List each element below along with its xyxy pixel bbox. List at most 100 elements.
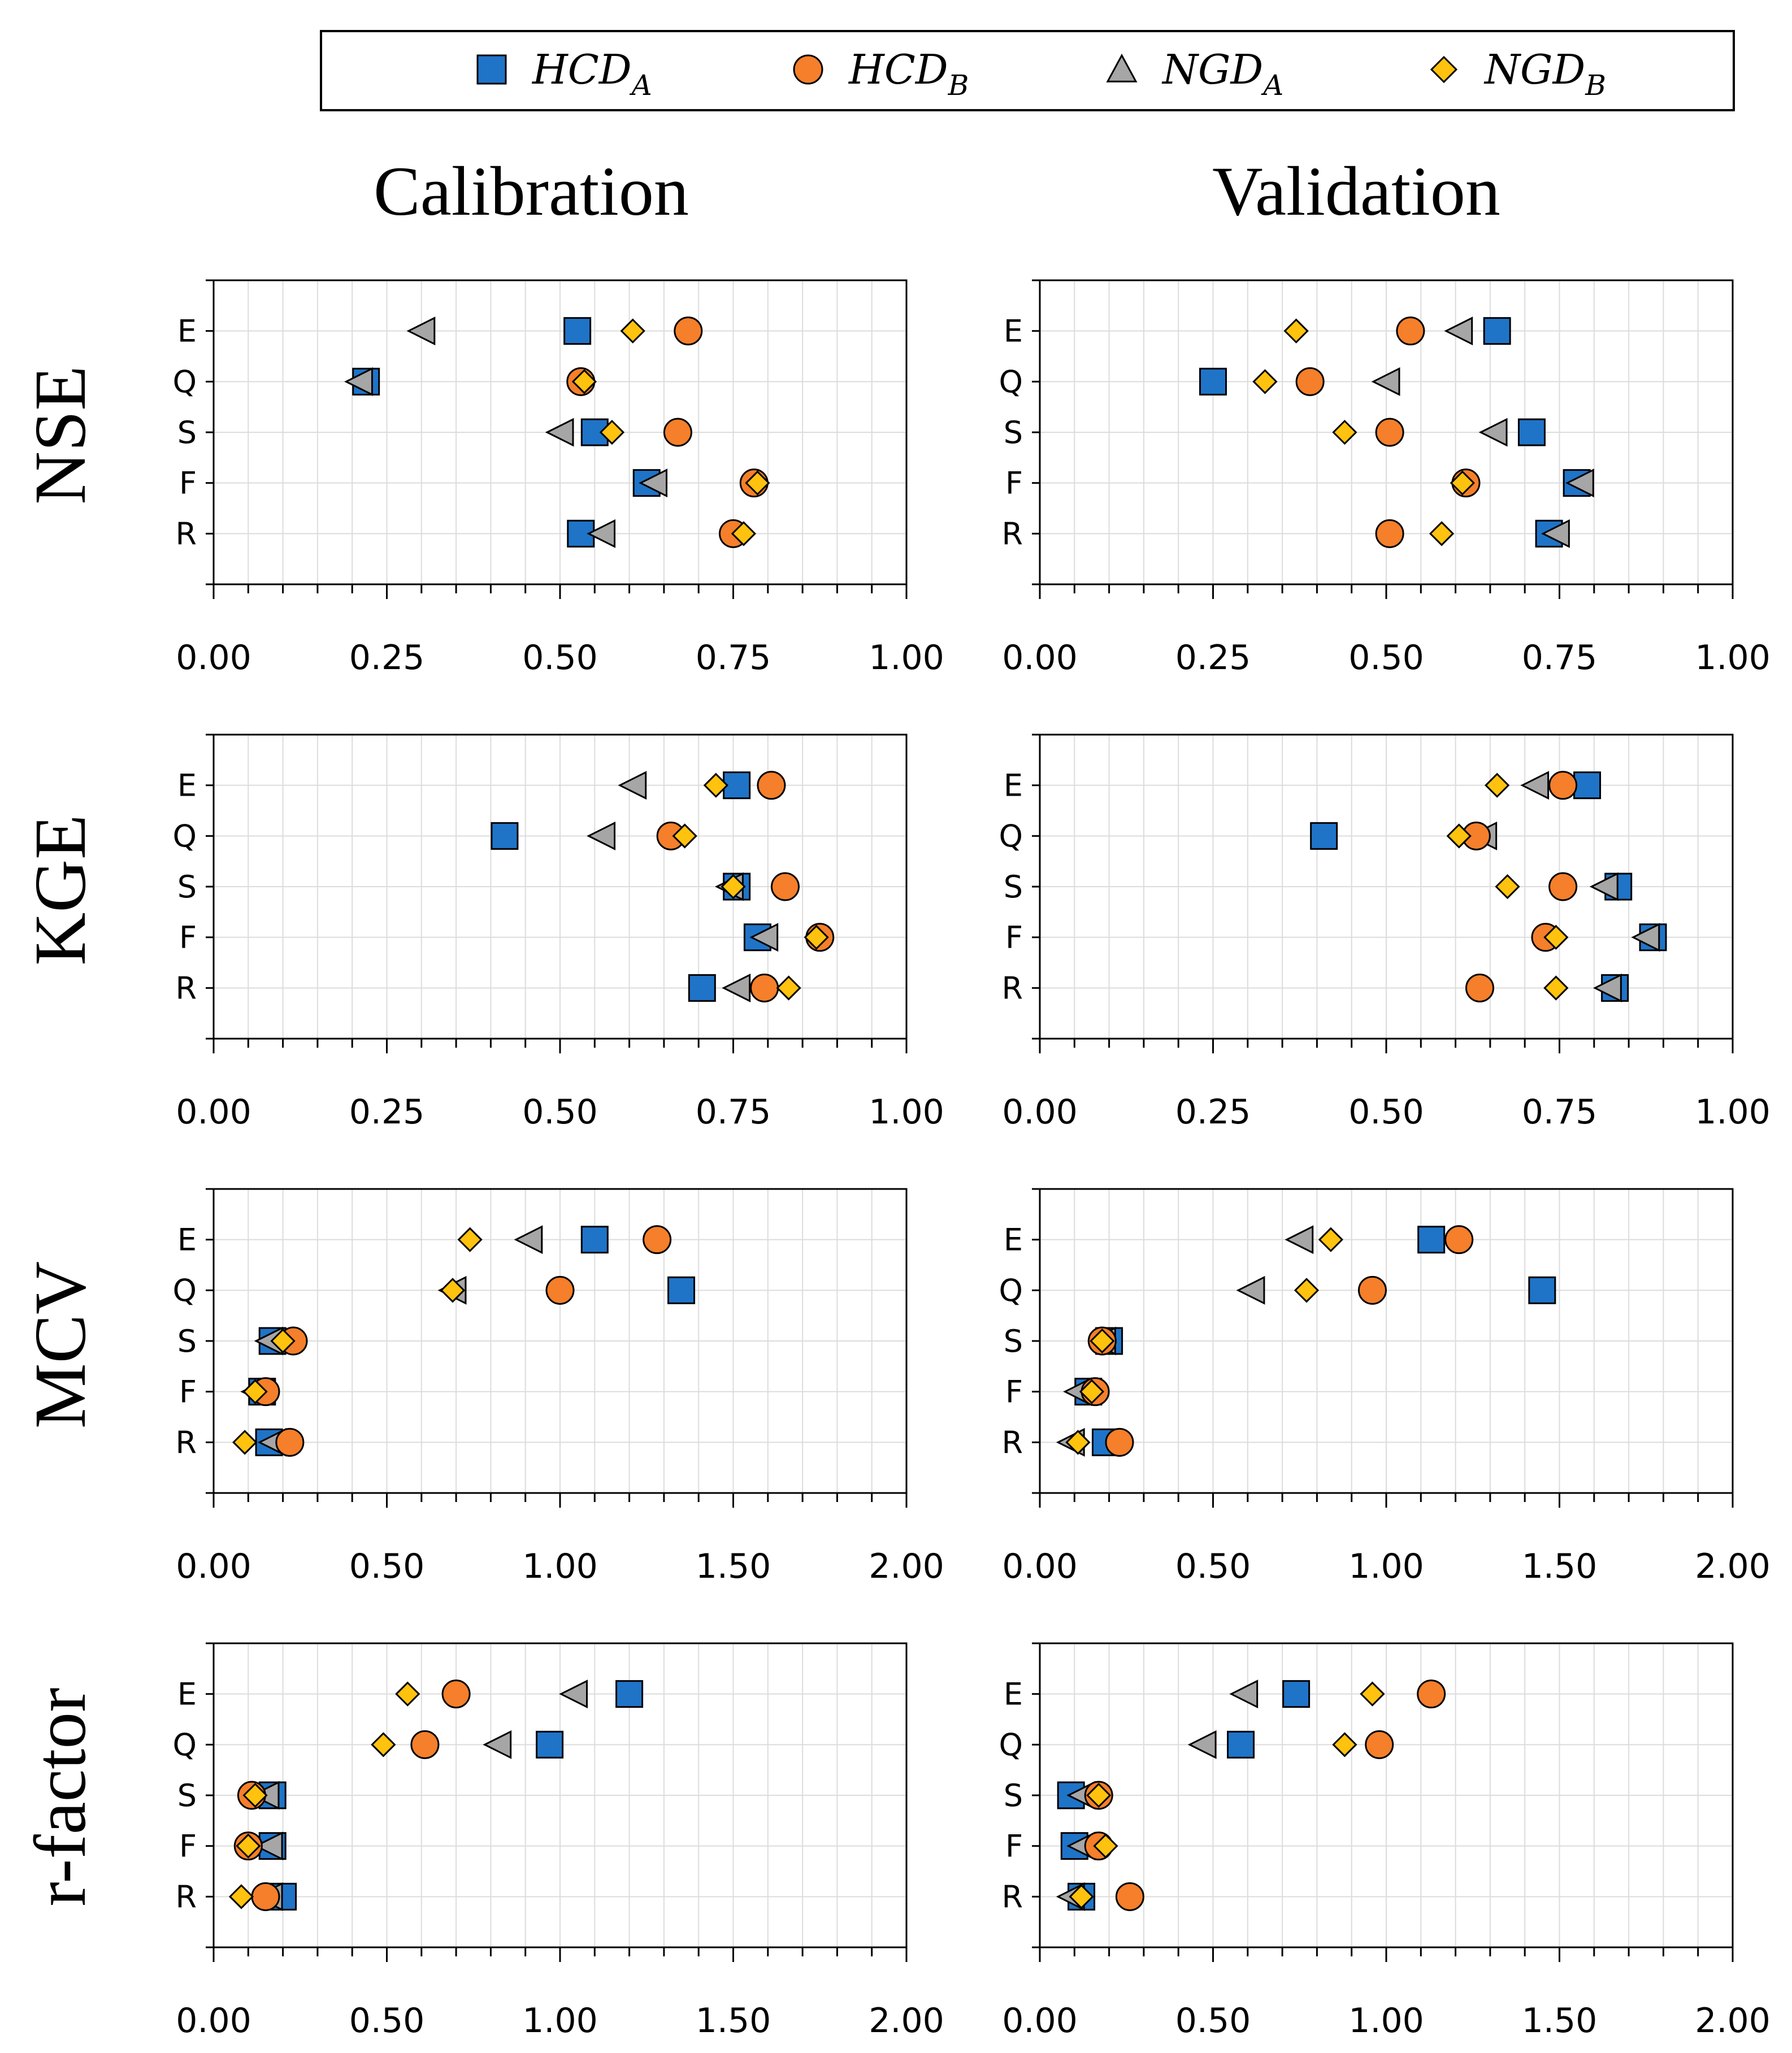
point-hcd-b-s: [1375, 418, 1404, 447]
y-tick-label-s: S: [177, 1323, 197, 1359]
y-tick-label-q: Q: [999, 1273, 1023, 1308]
point-ngd-b-e: [703, 772, 728, 798]
point-ngd-b-s: [270, 1328, 296, 1354]
x-tick-label: 0.00: [176, 2001, 251, 2041]
point-ngd-b-e: [457, 1227, 483, 1252]
point-hcd-b-q: [410, 1730, 440, 1759]
x-tick-label: 0.75: [696, 1092, 771, 1132]
x-tick-label: 2.00: [869, 1547, 944, 1586]
x-tick-label: 0.00: [1002, 638, 1078, 678]
point-hcd-b-r: [1465, 973, 1495, 1002]
y-tick-label-r: R: [1001, 516, 1023, 552]
y-tick-label-f: F: [1005, 1374, 1023, 1410]
point-hcd-b-e: [1417, 1679, 1446, 1709]
point-ngd-a-e: [618, 771, 647, 800]
point-ngd-b-r: [1065, 1430, 1091, 1455]
point-ngd-a-f: [254, 1831, 283, 1861]
x-tick-label: 0.00: [1002, 1547, 1078, 1586]
y-tick-label-e: E: [1004, 1677, 1023, 1712]
point-hcd-b-s: [770, 872, 800, 901]
y-tick-label-q: Q: [172, 364, 197, 400]
point-hcd-b-e: [757, 771, 786, 800]
y-tick-label-s: S: [177, 1778, 197, 1813]
point-ngd-a-q: [1371, 367, 1400, 396]
y-tick-label-f: F: [179, 1374, 197, 1410]
y-tick-label-f: F: [179, 466, 197, 501]
y-tick-label-s: S: [177, 869, 197, 905]
point-ngd-b-r: [731, 521, 757, 546]
point-hcd-a-q: [536, 1730, 564, 1759]
point-ngd-b-r: [232, 1430, 258, 1455]
point-hcd-b-s: [663, 418, 692, 447]
point-ngd-b-s: [1495, 874, 1520, 900]
legend-label-hcd-a: HCDA: [531, 46, 652, 102]
point-hcd-a-e: [1573, 771, 1602, 800]
point-ngd-b-f: [1093, 1833, 1118, 1859]
x-tick-label: 0.50: [1348, 638, 1424, 678]
point-ngd-b-f: [242, 1379, 268, 1404]
legend-marker-ngd-a: [1106, 53, 1138, 83]
point-ngd-b-q: [1332, 1732, 1357, 1757]
legend-label-ngd-b: NGDB: [1483, 46, 1606, 102]
x-tick-label: 0.50: [1348, 1092, 1424, 1132]
x-tick-label: 1.50: [1522, 2001, 1598, 2041]
point-ngd-b-e: [395, 1681, 420, 1707]
column-title-calibration: Calibration: [374, 153, 689, 230]
y-tick-label-s: S: [1004, 1778, 1023, 1813]
point-ngd-b-q: [440, 1278, 466, 1303]
point-hcd-b-q: [1365, 1730, 1394, 1759]
point-ngd-b-r: [1069, 1884, 1094, 1909]
legend-marker-ngd-b: [1430, 55, 1458, 84]
y-tick-label-f: F: [1005, 466, 1023, 501]
point-hcd-b-e: [1548, 771, 1578, 800]
legend-marker-hcd-b: [793, 54, 823, 85]
point-hcd-a-q: [1227, 1730, 1255, 1759]
point-ngd-b-s: [242, 1782, 268, 1808]
point-ngd-a-e: [1520, 771, 1550, 800]
y-tick-label-f: F: [1005, 920, 1023, 956]
point-hcd-b-q: [545, 1275, 575, 1305]
point-ngd-a-s: [1589, 872, 1619, 901]
point-ngd-b-q: [672, 823, 697, 849]
legend-label-hcd-b: HCDB: [848, 46, 969, 102]
point-ngd-a-f: [749, 923, 779, 952]
x-tick-label: 0.50: [522, 638, 598, 678]
point-hcd-a-e: [1282, 1680, 1311, 1708]
point-ngd-b-e: [1360, 1681, 1385, 1707]
x-tick-label: 1.00: [1348, 1547, 1424, 1586]
x-tick-label: 1.00: [1695, 1092, 1771, 1132]
point-ngd-b-r: [1543, 975, 1569, 1001]
point-hcd-b-s: [1548, 872, 1578, 901]
point-hcd-b-q: [1357, 1275, 1387, 1305]
point-hcd-b-q: [1295, 367, 1325, 396]
point-ngd-a-r: [587, 519, 616, 548]
x-tick-label: 0.50: [1175, 2001, 1251, 2041]
row-title-nse: NSE: [20, 366, 101, 505]
point-hcd-b-r: [275, 1427, 305, 1457]
point-ngd-b-e: [1283, 318, 1309, 344]
point-ngd-b-e: [620, 318, 645, 344]
point-hcd-a-e: [563, 317, 592, 345]
point-ngd-a-s: [1478, 418, 1508, 447]
y-tick-label-e: E: [1004, 1222, 1023, 1258]
point-ngd-b-s: [1086, 1782, 1112, 1808]
y-tick-label-r: R: [175, 1879, 197, 1915]
point-ngd-b-q: [1294, 1278, 1320, 1303]
y-tick-label-s: S: [1004, 869, 1023, 905]
point-ngd-a-f: [1565, 468, 1594, 498]
y-tick-label-e: E: [177, 314, 197, 349]
point-ngd-a-f: [1631, 923, 1660, 952]
point-hcd-a-e: [1417, 1226, 1446, 1254]
point-ngd-b-s: [599, 419, 625, 445]
point-ngd-b-e: [1485, 772, 1510, 798]
point-hcd-a-s: [1517, 418, 1546, 446]
point-hcd-b-e: [1396, 316, 1425, 346]
point-ngd-a-r: [722, 973, 751, 1002]
